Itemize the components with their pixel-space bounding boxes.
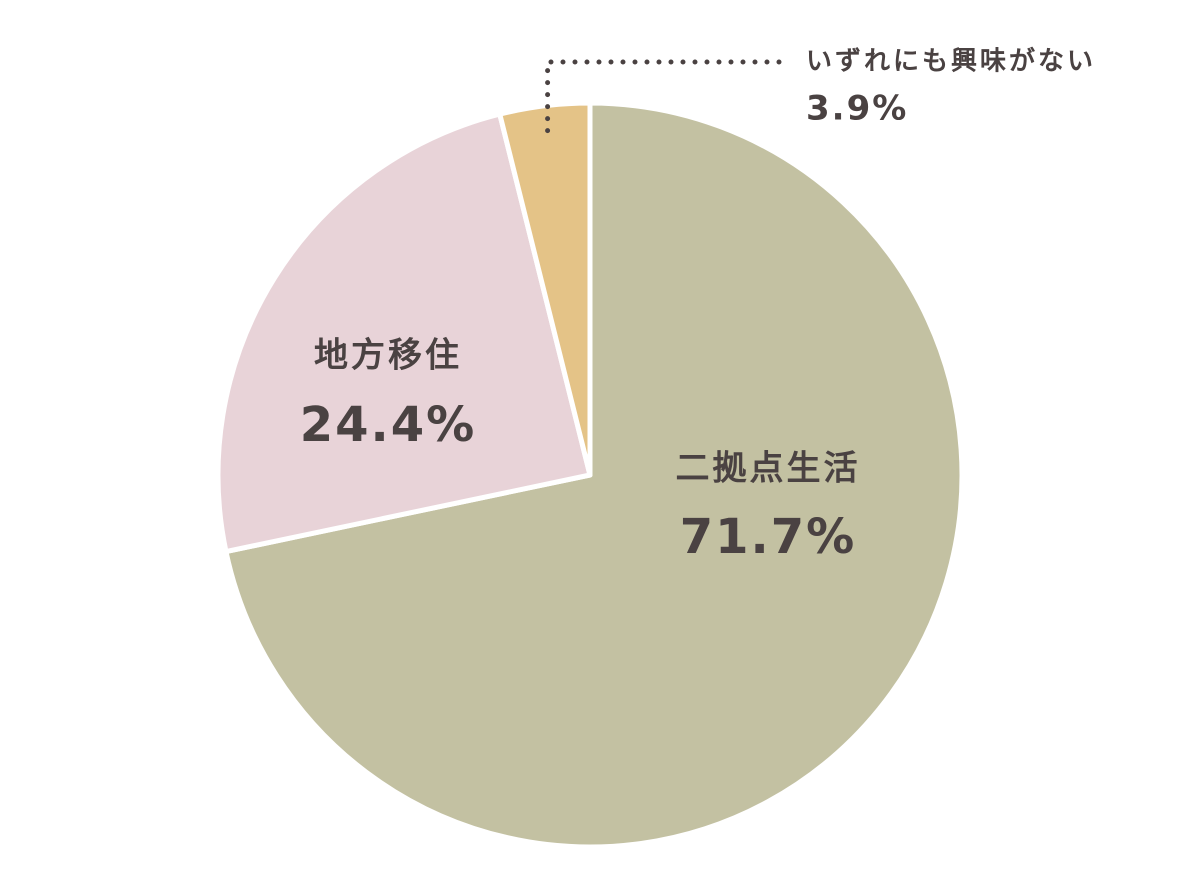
slice-label: いずれにも興味がない <box>806 46 1096 77</box>
slice-label: 地方移住 <box>314 336 462 376</box>
pie-slice <box>497 100 593 478</box>
leader-line <box>545 59 793 134</box>
value-label: 24.4% <box>300 397 477 453</box>
value-label: 3.9% <box>806 89 908 129</box>
slice-label: 二拠点生活 <box>676 449 861 489</box>
pie-slice <box>215 111 593 555</box>
pie-slice <box>223 100 965 850</box>
value-label: 71.7% <box>680 509 857 565</box>
